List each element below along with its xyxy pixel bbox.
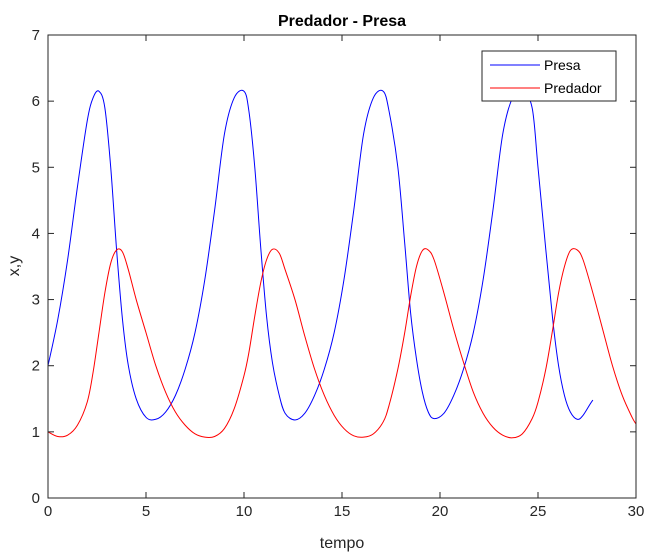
y-tick-label: 6 — [32, 93, 40, 110]
series-line-predador — [47, 248, 637, 439]
x-tick-label: 0 — [44, 503, 52, 520]
x-tick-label: 30 — [628, 503, 645, 520]
y-tick-label: 7 — [32, 27, 40, 44]
y-tick-label: 3 — [32, 292, 40, 309]
y-tick-label: 0 — [32, 490, 40, 507]
x-axis-label: tempo — [320, 535, 365, 552]
y-axis-label: x,y — [6, 256, 23, 276]
legend-label-predador: Predador — [544, 80, 602, 96]
chart-title: Predador - Presa — [278, 13, 406, 30]
x-tick-label: 25 — [530, 503, 547, 520]
legend: Presa Predador — [481, 50, 617, 102]
y-tick-label: 4 — [32, 225, 40, 242]
x-tick-label: 20 — [432, 503, 449, 520]
y-tick-label: 2 — [32, 358, 40, 375]
x-tick-label: 10 — [236, 503, 253, 520]
legend-label-presa: Presa — [544, 57, 581, 73]
legend-box — [481, 50, 617, 102]
ticks-layer: 0 5 10 15 20 25 30 0 1 2 3 4 5 6 7 — [32, 27, 645, 520]
y-tick-label: 5 — [32, 159, 40, 176]
plot-area — [48, 35, 636, 498]
y-tick-label: 1 — [32, 424, 40, 441]
x-tick-label: 5 — [142, 503, 150, 520]
x-tick-label: 15 — [334, 503, 351, 520]
